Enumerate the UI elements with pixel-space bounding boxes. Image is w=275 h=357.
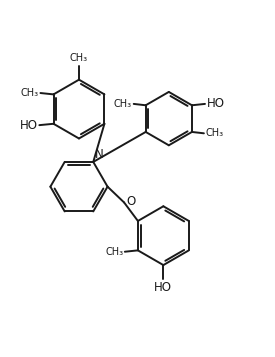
Text: CH₃: CH₃ [205, 128, 224, 138]
Text: N: N [95, 147, 103, 161]
Text: HO: HO [20, 119, 38, 132]
Text: CH₃: CH₃ [114, 99, 132, 109]
Text: CH₃: CH₃ [21, 88, 39, 98]
Text: HO: HO [154, 281, 172, 295]
Text: O: O [127, 195, 136, 208]
Text: HO: HO [207, 97, 225, 110]
Text: CH₃: CH₃ [70, 53, 88, 63]
Text: CH₃: CH₃ [105, 247, 123, 257]
